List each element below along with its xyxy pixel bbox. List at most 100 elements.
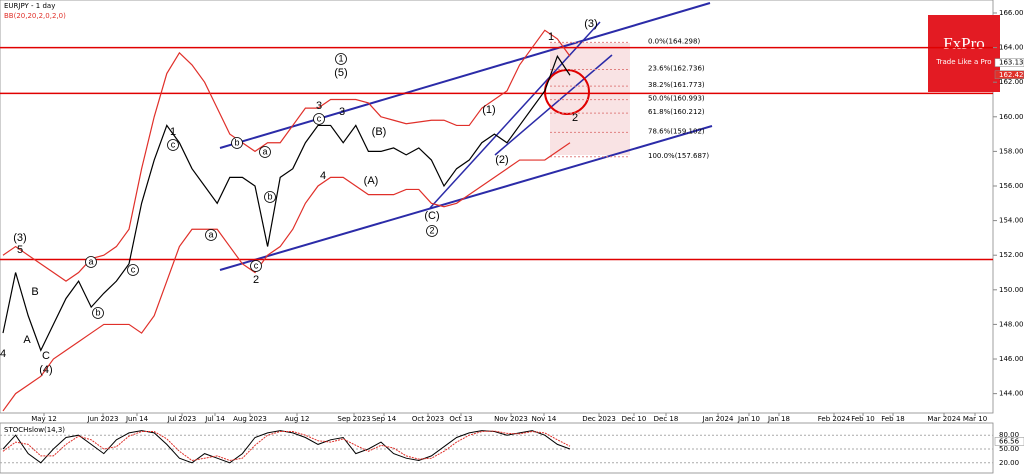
wave-circle xyxy=(426,225,438,237)
logo-tagline: Trade Like a Pro xyxy=(935,58,991,66)
chart-title: EURJPY - 1 day xyxy=(4,2,55,10)
bb-upper xyxy=(2,29,571,282)
channel-line xyxy=(219,2,711,149)
indicator-frame xyxy=(0,422,994,474)
x-tick-label: Feb 2024 xyxy=(818,415,851,423)
wave-circle xyxy=(313,113,325,125)
logo xyxy=(928,15,1000,92)
wave-circle xyxy=(264,191,276,203)
wave-label: c xyxy=(254,260,259,270)
wave-label: c xyxy=(171,139,176,149)
wave-label: (A) xyxy=(364,175,379,187)
x-tick-label: Jun 14 xyxy=(125,415,149,423)
fib-label: 61.8%(160.212) xyxy=(648,108,705,116)
wave-label: (5) xyxy=(334,67,347,79)
x-tick-label: Jul 2023 xyxy=(167,415,197,423)
x-tick-label: Jan 10 xyxy=(737,415,760,423)
x-tick-label: Jan 2024 xyxy=(702,415,734,423)
wave-label: 1 xyxy=(338,53,343,63)
fib-label: 0.0%(164.298) xyxy=(648,37,700,45)
wave-label: 2 xyxy=(253,274,259,286)
wave-label: c xyxy=(131,264,136,274)
current-box xyxy=(994,437,1024,446)
price-label: 162.429 xyxy=(999,71,1024,79)
wave-label: 1 xyxy=(170,126,176,138)
fib-label: 50.0%(160.993) xyxy=(648,95,705,103)
x-tick-label: Feb 10 xyxy=(851,415,875,423)
wave-label: b xyxy=(267,191,272,201)
x-tick-label: Jul 14 xyxy=(204,415,225,423)
x-tick-label: Aug 12 xyxy=(285,415,310,423)
wave-label: b xyxy=(234,137,239,147)
wave-label: 2 xyxy=(572,112,578,124)
price-line xyxy=(2,54,571,352)
wave-label: a xyxy=(88,256,93,266)
wave-circle xyxy=(92,307,104,319)
wave-circle xyxy=(335,53,347,65)
x-tick-label: Jun 2023 xyxy=(87,415,119,423)
y-tick-label: 164.000 xyxy=(999,44,1024,52)
x-tick-label: Mar 2024 xyxy=(927,415,961,423)
stoch-tick-label: 20.00 xyxy=(999,459,1019,467)
y-tick-label: 156.000 xyxy=(999,182,1024,190)
fib-label: 38.2%(161.773) xyxy=(648,81,705,89)
price-box xyxy=(994,70,1024,80)
logo-name: FxPro xyxy=(943,34,985,53)
wave-circle xyxy=(205,229,217,241)
wave-label: (3) xyxy=(584,18,597,30)
y-tick-label: 150.000 xyxy=(999,286,1024,294)
fib-zone xyxy=(550,43,630,155)
wave-label: A xyxy=(23,334,31,346)
bb-lower xyxy=(2,142,571,412)
y-tick-label: 158.000 xyxy=(999,147,1024,155)
stoch-tick-label: 50.00 xyxy=(999,445,1019,453)
wave-label: (2) xyxy=(495,154,508,166)
wave-circle xyxy=(231,137,243,149)
x-tick-label: Dec 10 xyxy=(622,415,647,423)
channel-line xyxy=(494,54,613,156)
wave-label: (B) xyxy=(372,126,387,138)
y-tick-label: 166.000 xyxy=(999,9,1024,17)
x-tick-label: Jan 18 xyxy=(767,415,790,423)
wave-label: 4 xyxy=(0,348,6,360)
y-tick-label: 144.000 xyxy=(999,390,1024,398)
x-tick-label: Sep 2023 xyxy=(337,415,370,423)
x-tick-label: Nov 2023 xyxy=(494,415,528,423)
y-tick-label: 154.000 xyxy=(999,217,1024,225)
price-box xyxy=(994,58,1024,67)
x-tick-label: Mar 10 xyxy=(963,415,987,423)
channel-line xyxy=(429,21,601,209)
wave-label: 2 xyxy=(429,225,434,235)
price-label: 163.131 xyxy=(999,59,1024,67)
stoch-signal xyxy=(2,430,571,462)
wave-circle xyxy=(259,146,271,158)
indicator-title: STOCHslow(14,3) xyxy=(4,426,65,434)
current-label: 66.56 xyxy=(999,437,1020,445)
y-tick-label: 146.000 xyxy=(999,355,1024,363)
plot-frame xyxy=(0,0,994,414)
wave-label: 5 xyxy=(17,244,23,256)
wave-circle xyxy=(250,260,262,272)
stoch-tick-label: 80.00 xyxy=(999,431,1019,439)
fib-label: 23.6%(162.736) xyxy=(648,64,705,72)
y-tick-label: 162.000 xyxy=(999,78,1024,86)
wave-label: c xyxy=(317,113,322,123)
wave-label: (1) xyxy=(482,104,495,116)
wave-circle xyxy=(167,139,179,151)
fib-label: 100.0%(157.687) xyxy=(648,152,709,160)
x-tick-label: Feb 18 xyxy=(881,415,905,423)
wave-circle xyxy=(85,256,97,268)
wave-label: 3 xyxy=(339,106,345,118)
wave-label: (4) xyxy=(39,364,52,376)
wave-label: C xyxy=(42,350,50,362)
wave-label: (3) xyxy=(13,232,26,244)
y-tick-label: 152.000 xyxy=(999,251,1024,259)
fib-label: 78.6%(159.102) xyxy=(648,127,705,135)
x-tick-label: Oct 13 xyxy=(449,415,472,423)
wave-circle xyxy=(127,264,139,276)
x-tick-label: Sep 14 xyxy=(372,415,397,423)
x-tick-label: Aug 2023 xyxy=(233,415,267,423)
x-tick-label: Nov 14 xyxy=(532,415,557,423)
